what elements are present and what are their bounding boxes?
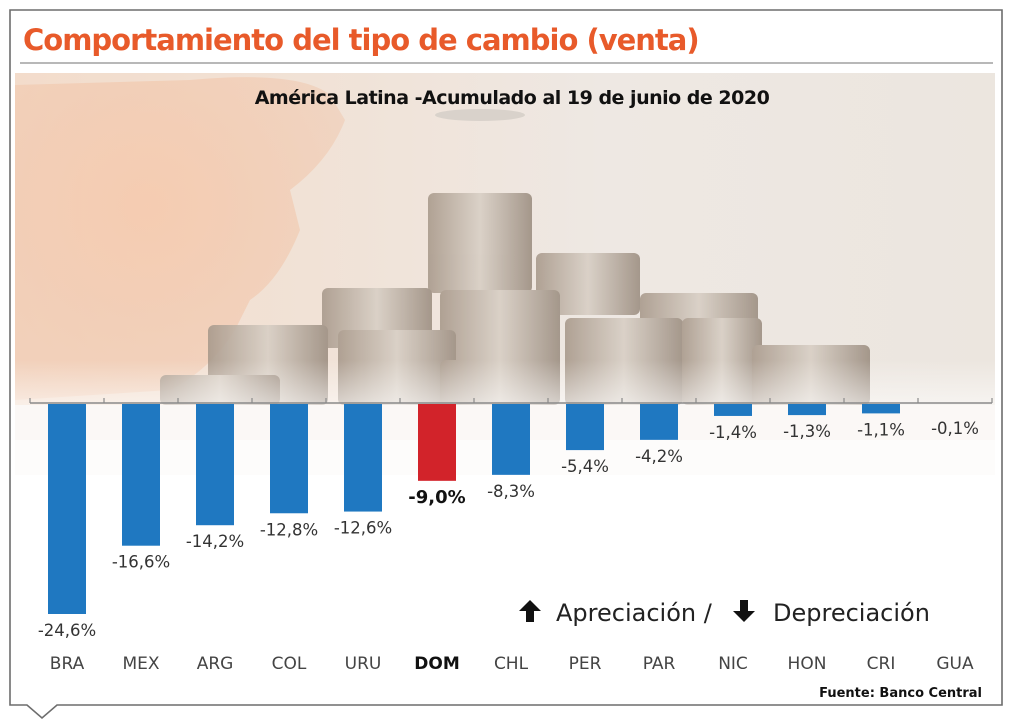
value-label-chl: -8,3% [487,482,535,501]
value-label-gua: -0,1% [931,419,979,438]
bar-uru [344,404,382,512]
category-label-bra: BRA [50,654,85,674]
hand-illustration [15,77,345,401]
category-label-mex: MEX [122,654,159,674]
value-labels: -24,6% -16,6% -14,2% -12,8% -12,6% -9,0% -8,3%… [38,419,979,640]
bar-per [566,404,604,451]
value-label-bra: -24,6% [38,621,96,640]
legend-appreciation: Apreciación / [556,599,713,627]
bar-mex [122,404,160,546]
value-label-cri: -1,1% [857,420,905,439]
bar-chl [492,404,530,475]
value-label-per: -5,4% [561,457,609,476]
bar-cri [862,404,900,414]
source-note: Fuente: Banco Central [819,686,982,701]
bar-dom [418,404,456,481]
arrow-down-icon [733,600,755,622]
bar-nic [714,404,752,416]
value-label-arg: -14,2% [186,532,244,551]
arrow-up-icon [519,600,541,622]
category-label-nic: NIC [718,654,748,674]
category-label-uru: URU [345,654,382,674]
chart-subtitle: América Latina -Acumulado al 19 de junio… [255,87,770,109]
x-axis [29,398,993,404]
bar-par [640,404,678,440]
chart-title: Comportamiento del tipo de cambio (venta… [23,23,699,57]
value-label-hon: -1,3% [783,422,831,441]
value-label-par: -4,2% [635,447,683,466]
legend: Apreciación / Depreciación [519,599,930,627]
category-label-dom: DOM [414,654,459,674]
bar-hon [788,404,826,416]
category-label-hon: HON [788,654,827,674]
category-label-col: COL [272,654,307,674]
value-label-col: -12,8% [260,520,318,539]
category-label-gua: GUA [936,654,974,674]
bars [48,404,900,614]
category-labels: BRA MEX ARG COL URU DOM CHL PER PAR NIC HON CRI GUA [50,654,974,674]
category-label-cri: CRI [867,654,896,674]
value-label-uru: -12,6% [334,519,392,538]
category-label-par: PAR [643,654,676,674]
value-label-mex: -16,6% [112,553,170,572]
value-label-dom: -9,0% [408,487,465,508]
bar-bra [48,404,86,614]
category-label-per: PER [569,654,602,674]
category-label-chl: CHL [494,654,529,674]
value-label-nic: -1,4% [709,423,757,442]
bar-col [270,404,308,514]
legend-depreciation: Depreciación [773,599,930,627]
bar-arg [196,404,234,526]
background-photo [15,73,995,405]
category-label-arg: ARG [197,654,234,674]
